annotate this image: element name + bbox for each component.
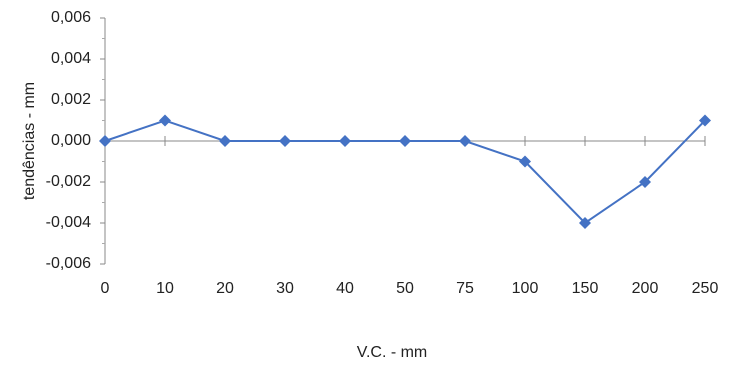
x-tick-label: 10 [156,280,174,297]
x-tick-label: 50 [396,280,414,297]
x-axis-title: V.C. - mm [357,344,428,361]
data-point-marker [639,176,651,188]
data-point-marker [699,114,711,127]
y-tick-label: -0,004 [46,214,91,231]
x-tick-label: 20 [216,280,234,297]
data-point-marker [459,135,471,147]
data-point-marker [579,217,591,229]
data-point-marker [279,135,291,147]
y-tick-label: -0,006 [46,255,91,272]
y-ticks: -0,006 -0,004 -0,002 0,000 0,002 0,004 0,006 [46,9,105,272]
data-point-marker [399,135,411,147]
y-tick-label: 0,000 [51,132,91,149]
data-point-marker [159,114,171,127]
x-ticks: 0 10 20 30 40 50 75 100 150 200 250 [101,136,719,297]
y-axis-title: tendências - mm [21,82,38,200]
y-tick-label: 0,006 [51,9,91,26]
data-point-marker [519,155,531,168]
data-point-marker [339,135,351,147]
x-tick-label: 200 [632,280,659,297]
x-tick-label: 250 [692,280,719,297]
series-group [99,114,711,229]
x-tick-label: 100 [512,280,539,297]
y-tick-label: -0,002 [46,173,91,190]
x-tick-label: 30 [276,280,294,297]
y-tick-label: 0,002 [51,91,91,108]
x-tick-label: 40 [336,280,354,297]
x-tick-label: 150 [572,280,599,297]
x-tick-label: 0 [101,280,110,297]
x-tick-label: 75 [456,280,474,297]
y-tick-label: 0,004 [51,50,91,67]
data-point-marker [99,135,111,147]
data-point-marker [219,135,231,147]
